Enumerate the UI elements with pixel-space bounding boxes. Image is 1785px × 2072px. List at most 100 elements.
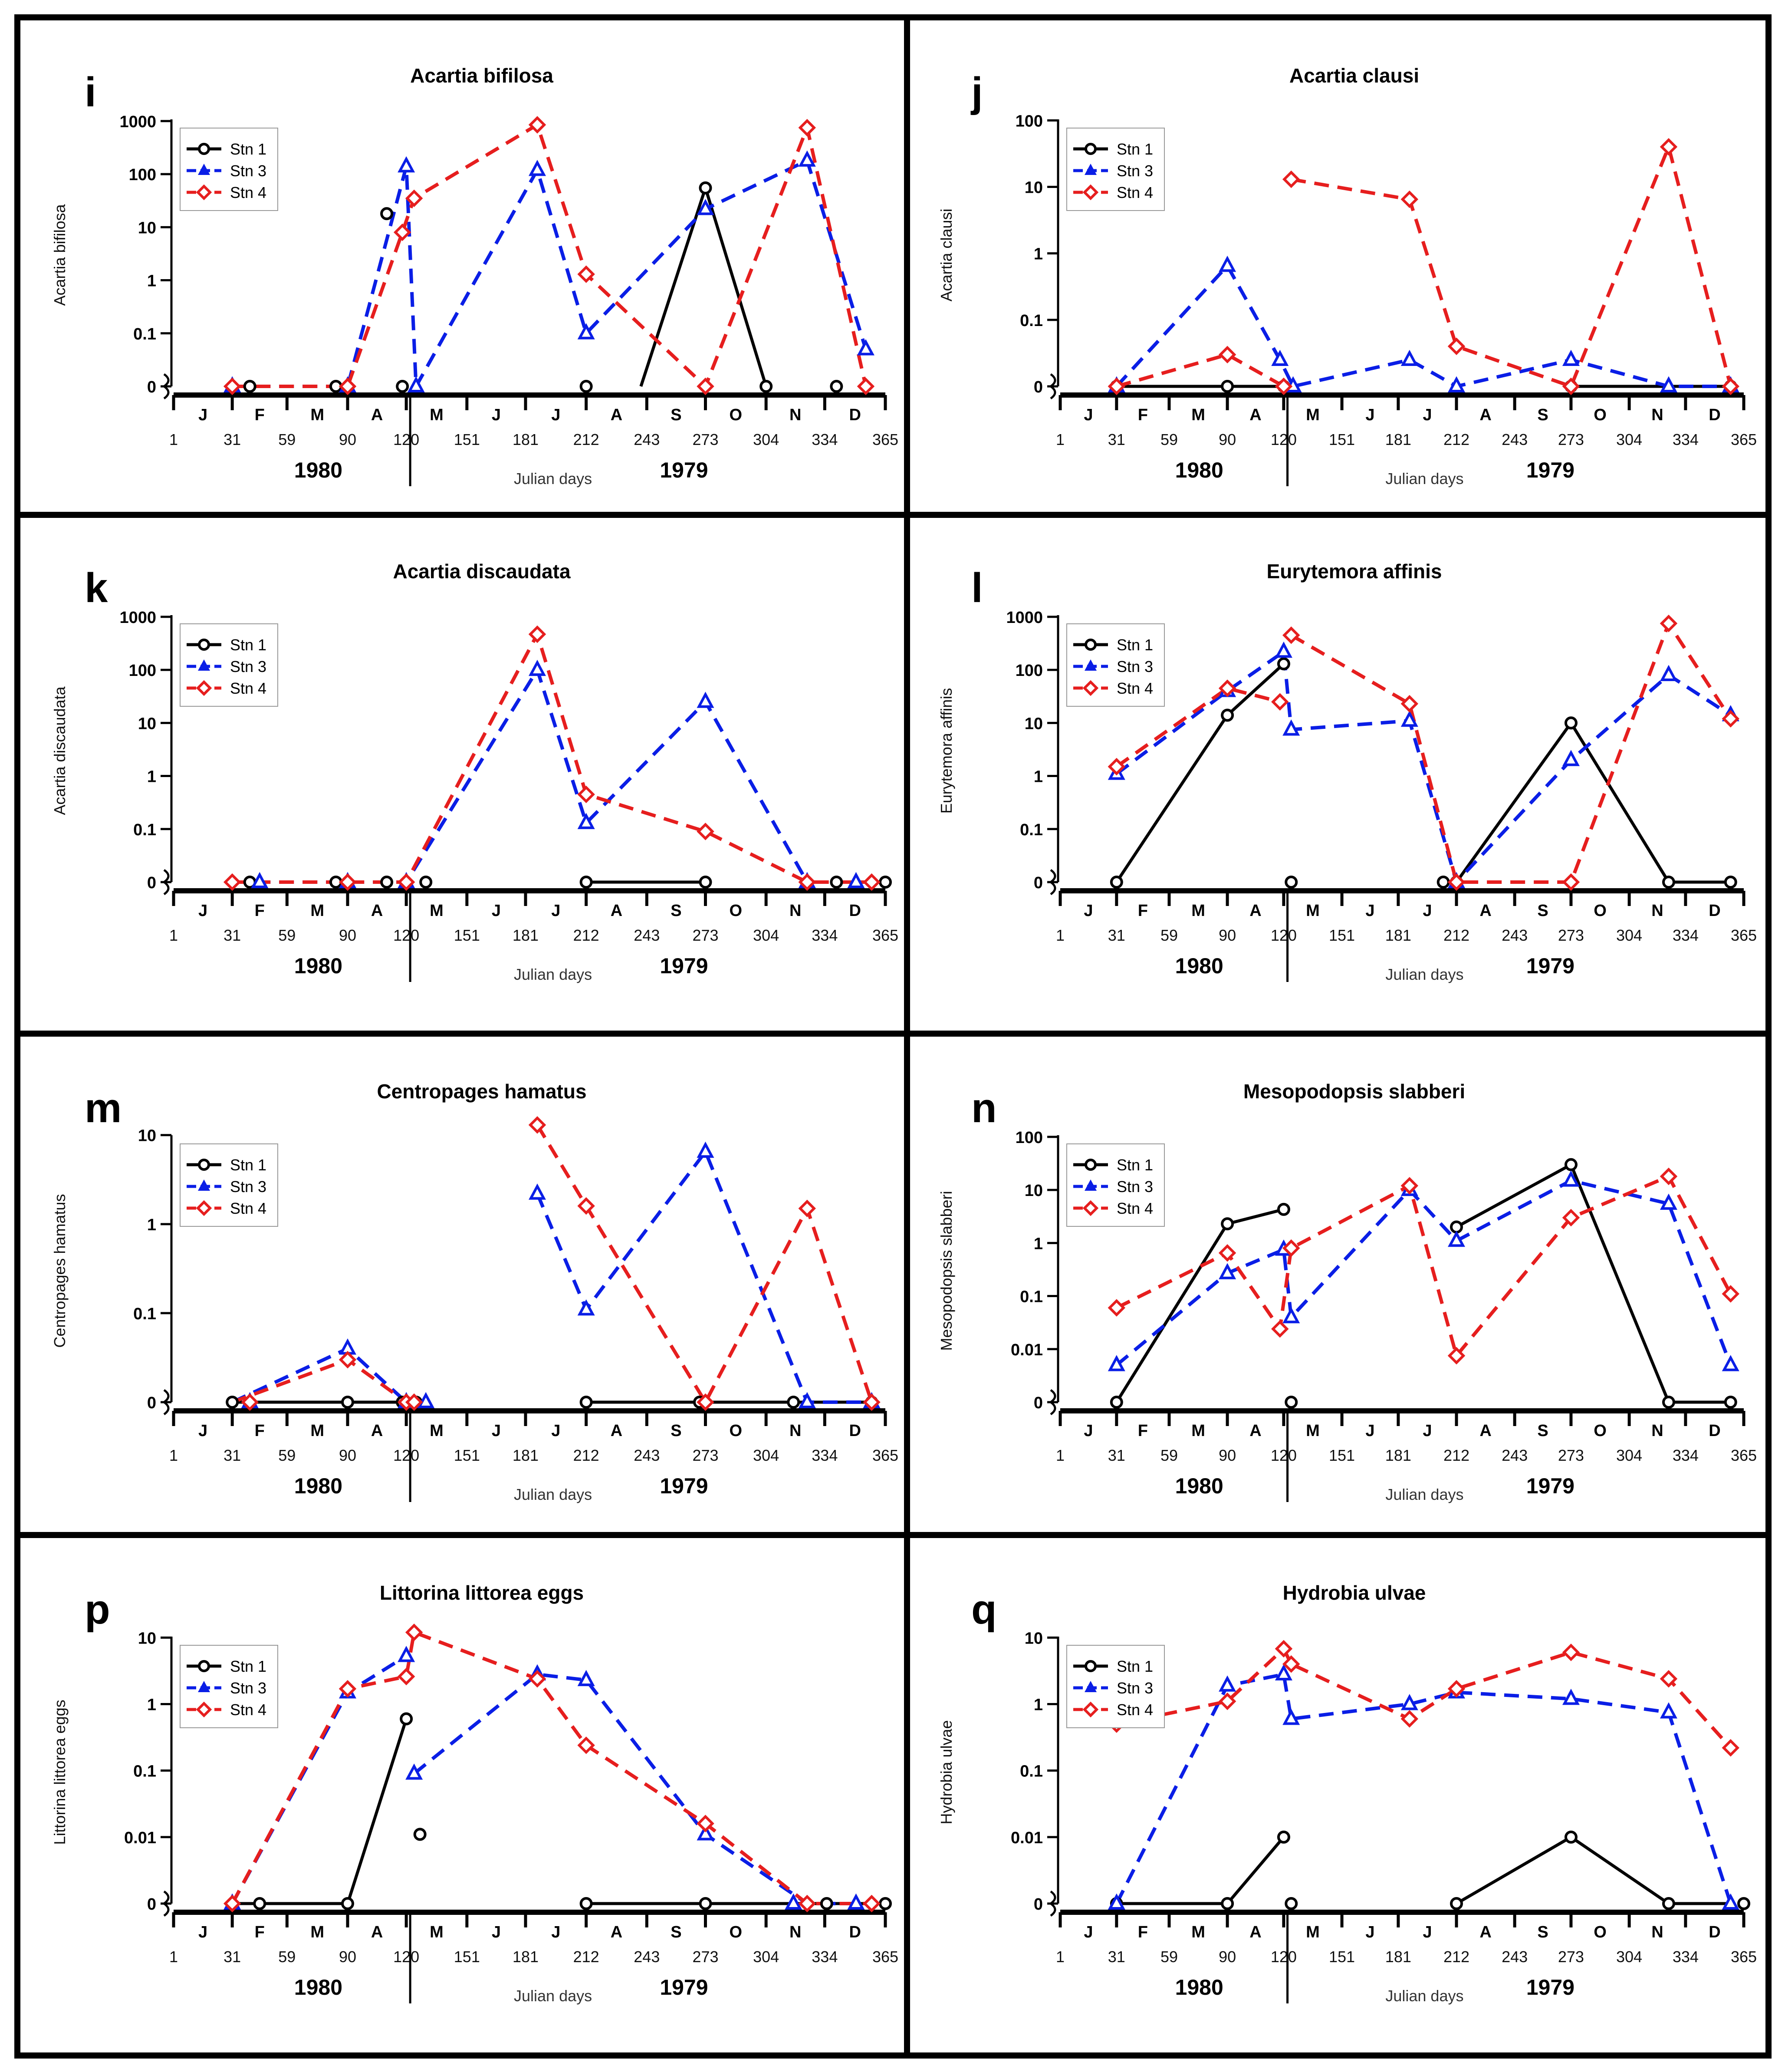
data-point-stn4 xyxy=(577,1197,595,1215)
data-point-stn4 xyxy=(1447,1347,1466,1365)
data-point-stn3 xyxy=(1275,1664,1292,1681)
data-point-stn4 xyxy=(1447,873,1466,891)
axis-break-icon xyxy=(1049,1389,1056,1416)
data-point-stn3 xyxy=(1400,349,1418,366)
data-point-stn4 xyxy=(1660,614,1678,632)
day-tick-label: 90 xyxy=(1219,1948,1236,1966)
legend-box xyxy=(1066,1143,1165,1227)
y-tick-label: 0 xyxy=(147,1895,156,1914)
month-label: O xyxy=(1594,1422,1607,1440)
data-point-stn4 xyxy=(1660,138,1678,156)
y-tick-label: 1 xyxy=(1034,1235,1043,1253)
month-label: M xyxy=(1191,1923,1205,1941)
data-point-stn4 xyxy=(1108,377,1126,395)
month-label: D xyxy=(849,406,861,424)
year-label-left: 1980 xyxy=(294,954,342,978)
y-tick-label: 0 xyxy=(147,874,156,892)
data-point-stn1 xyxy=(1564,716,1578,730)
data-point-stn4 xyxy=(1271,1320,1289,1338)
month-label: S xyxy=(1537,902,1548,920)
month-label: M xyxy=(310,1422,324,1440)
axis-break-icon xyxy=(1049,1890,1056,1917)
data-point-stn1 xyxy=(830,876,843,889)
y-tick-label: 10 xyxy=(138,1127,156,1145)
panel-title: Eurytemora affinis xyxy=(1267,560,1442,583)
data-point-stn4 xyxy=(798,119,816,137)
data-point-stn4 xyxy=(1282,626,1300,644)
day-tick-label: 120 xyxy=(1271,926,1297,944)
month-label: A xyxy=(1479,1923,1491,1941)
data-point-stn1 xyxy=(787,1396,800,1409)
day-tick-label: 120 xyxy=(1271,431,1297,448)
day-tick-label: 120 xyxy=(1271,1446,1297,1464)
data-point-stn4 xyxy=(339,873,357,891)
series-line-stn3 xyxy=(413,1673,872,1905)
day-tick-label: 334 xyxy=(1673,431,1699,448)
y-axis-label: Acartia clausi xyxy=(937,208,955,301)
series-line-stn1 xyxy=(639,186,768,387)
data-point-stn1 xyxy=(1285,1897,1298,1910)
data-point-stn4 xyxy=(223,377,241,395)
data-point-stn4 xyxy=(397,873,415,891)
data-point-stn4 xyxy=(405,1623,423,1641)
data-point-stn3 xyxy=(847,1893,865,1910)
data-point-stn1 xyxy=(1277,1830,1290,1844)
day-tick-label: 120 xyxy=(393,1446,419,1464)
legend-label: Stn 3 xyxy=(1117,658,1153,675)
data-point-stn4 xyxy=(1282,170,1300,188)
legend-marker xyxy=(198,1660,210,1672)
data-point-stn4 xyxy=(1447,1680,1466,1698)
legend-marker xyxy=(198,659,210,671)
day-tick-label: 120 xyxy=(393,431,419,448)
day-tick-label: 151 xyxy=(1329,431,1355,448)
month-label: S xyxy=(1537,1923,1548,1941)
legend-label: Stn 4 xyxy=(230,184,266,201)
data-point-stn3 xyxy=(847,872,865,888)
data-point-stn3 xyxy=(1660,1702,1677,1719)
y-tick-label: 0.1 xyxy=(133,1305,156,1323)
data-point-stn3 xyxy=(697,1824,714,1841)
data-point-stn1 xyxy=(820,1897,833,1910)
day-tick-label: 1 xyxy=(1056,1948,1065,1966)
month-label: M xyxy=(1191,902,1205,920)
day-tick-label: 31 xyxy=(1108,431,1125,448)
day-tick-label: 365 xyxy=(872,1446,898,1464)
day-tick-label: 181 xyxy=(1385,1948,1411,1966)
data-point-stn1 xyxy=(226,1396,239,1409)
data-point-stn4 xyxy=(863,873,881,891)
data-point-stn4 xyxy=(1660,1167,1678,1186)
data-point-stn3 xyxy=(1562,750,1580,766)
data-point-stn1 xyxy=(413,1828,427,1841)
axis-break-icon xyxy=(1049,373,1056,400)
day-tick-label: 120 xyxy=(1271,1948,1297,1966)
month-label: N xyxy=(789,1923,801,1941)
day-tick-label: 243 xyxy=(634,1446,660,1464)
month-label: A xyxy=(1479,1422,1491,1440)
data-point-stn1 xyxy=(341,1897,354,1910)
day-tick-label: 31 xyxy=(224,926,241,944)
legend-marker xyxy=(1085,164,1097,175)
data-point-stn1 xyxy=(699,181,712,194)
data-point-stn3 xyxy=(1400,1694,1418,1710)
day-tick-label: 334 xyxy=(1673,926,1699,944)
y-tick-label: 10 xyxy=(1025,179,1043,197)
month-label: N xyxy=(1651,1422,1663,1440)
series-line-stn4 xyxy=(536,1124,874,1404)
data-point-stn1 xyxy=(341,1396,354,1409)
month-label: N xyxy=(1651,902,1663,920)
day-tick-label: 90 xyxy=(339,1446,356,1464)
data-point-stn1 xyxy=(396,380,409,393)
day-tick-label: 212 xyxy=(1443,1446,1469,1464)
day-tick-label: 59 xyxy=(1160,926,1178,944)
data-point-stn3 xyxy=(398,1646,415,1662)
month-label: D xyxy=(1709,1422,1720,1440)
day-tick-label: 181 xyxy=(1385,431,1411,448)
legend-label: Stn 3 xyxy=(1117,1178,1153,1196)
x-axis-label: Julian days xyxy=(1385,1486,1463,1503)
data-point-stn1 xyxy=(1662,1897,1675,1910)
data-point-stn1 xyxy=(1437,876,1450,889)
data-point-stn1 xyxy=(1110,1396,1123,1409)
month-label: J xyxy=(198,1923,207,1941)
day-tick-label: 90 xyxy=(339,1948,356,1966)
data-point-stn4 xyxy=(1400,1710,1419,1728)
